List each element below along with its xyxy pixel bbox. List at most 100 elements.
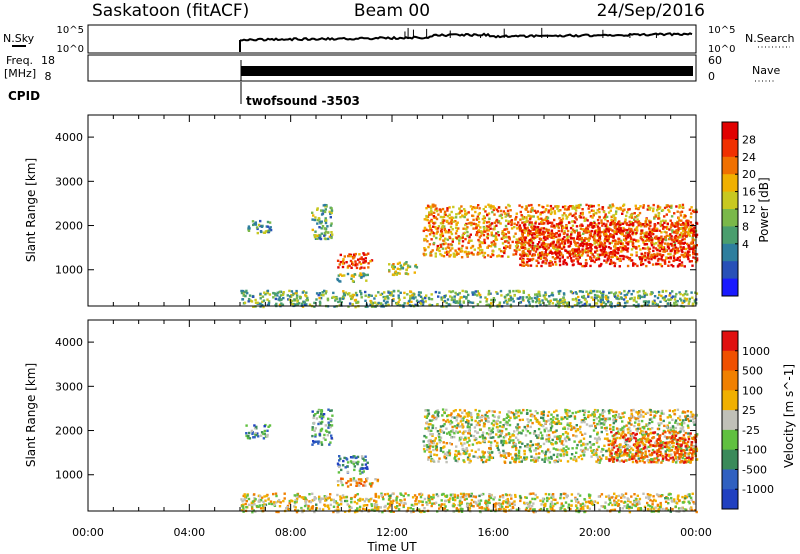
velocity-echo-cell <box>645 496 648 499</box>
power-echo-cell <box>600 221 603 224</box>
velocity-echo-cell <box>649 508 653 511</box>
power-echo-cell <box>439 243 442 247</box>
velocity-echo-cell <box>293 505 296 508</box>
velocity-echo-cell <box>660 409 664 413</box>
velocity-echo-cell <box>315 506 318 510</box>
power-echo-cell <box>609 223 612 227</box>
power-echo-cell <box>539 237 543 241</box>
power-echo-cell <box>510 221 513 224</box>
power-echo-cell <box>314 216 317 219</box>
power-echo-cell <box>626 250 629 253</box>
power-echo-cell <box>644 220 647 223</box>
velocity-echo-cell <box>451 430 455 434</box>
velocity-echo-cell <box>327 408 330 411</box>
power-echo-cell <box>373 297 376 300</box>
velocity-echo-cell <box>242 503 245 506</box>
power-echo-cell <box>682 229 685 232</box>
power-echo-cell <box>348 292 351 295</box>
power-echo-cell <box>327 237 330 241</box>
power-echo-cell <box>298 295 302 298</box>
power-echo-cell <box>575 292 578 295</box>
power-echo-cell <box>370 294 373 297</box>
power-echo-cell <box>325 219 328 222</box>
power-echo-cell <box>490 241 493 244</box>
power-echo-cell <box>563 301 567 304</box>
power-echo-cell <box>597 305 600 308</box>
velocity-echo-cell <box>638 410 641 413</box>
power-echo-cell <box>468 240 471 243</box>
power-echo-cell <box>503 240 507 243</box>
power-echo-cell <box>654 213 657 217</box>
power-echo-cell <box>350 277 353 280</box>
power-echo-cell <box>574 209 578 212</box>
power-echo-cell <box>531 244 534 247</box>
power-echo-cell <box>290 290 294 293</box>
power-echo-cell <box>459 250 463 253</box>
power-echo-cell <box>575 206 579 209</box>
power-echo-cell <box>517 289 520 293</box>
power-echo-cell <box>683 292 686 296</box>
power-echo-cell <box>354 252 357 256</box>
power-echo-cell <box>523 226 526 229</box>
velocity-echo-cell <box>414 500 417 503</box>
velocity-echo-cell <box>357 478 361 481</box>
power-echo-cell <box>669 292 672 295</box>
power-echo-cell <box>587 230 590 233</box>
power-echo-cell <box>688 300 691 303</box>
power-echo-cell <box>531 209 534 212</box>
power-echo-cell <box>629 229 632 232</box>
power-echo-cell <box>678 219 681 222</box>
velocity-echo-cell <box>410 510 413 514</box>
power-echo-cell <box>648 233 651 237</box>
velocity-echo-cell <box>445 442 448 445</box>
power-colorbar-segment <box>722 174 738 193</box>
power-echo-cell <box>683 297 687 300</box>
power-echo-cell <box>691 209 695 212</box>
velocity-echo-cell <box>446 509 449 512</box>
power-echo-cell <box>656 296 660 300</box>
power-echo-cell <box>362 258 365 261</box>
velocity-echo-cell <box>258 495 262 498</box>
power-echo-cell <box>610 206 613 209</box>
velocity-echo-cell <box>478 494 481 498</box>
power-echo-cell <box>565 263 569 266</box>
power-echo-cell <box>488 224 491 227</box>
power-echo-cell <box>505 219 508 222</box>
power-echo-cell <box>516 243 519 246</box>
velocity-echo-cell <box>369 498 372 501</box>
power-echo-cell <box>558 222 561 225</box>
velocity-echo-cell <box>368 500 371 503</box>
power-echo-cell <box>515 238 518 241</box>
power-echo-cell <box>655 253 658 257</box>
power-echo-cell <box>529 239 532 242</box>
nave-tick-bottom: 0 <box>708 70 715 83</box>
power-echo-cell <box>577 258 580 261</box>
power-echo-cell <box>438 208 441 211</box>
power-echo-cell <box>600 303 603 306</box>
velocity-echo-cell <box>561 504 565 508</box>
velocity-echo-cell <box>518 508 521 511</box>
power-echo-cell <box>450 298 453 302</box>
velocity-echo-cell <box>424 427 427 430</box>
velocity-echo-cell <box>566 432 570 435</box>
power-echo-cell <box>493 234 497 237</box>
velocity-echo-cell <box>647 495 650 498</box>
power-echo-cell <box>668 260 671 264</box>
velocity-echo-cell <box>601 454 605 457</box>
power-echo-cell <box>435 303 439 307</box>
power-echo-cell <box>346 272 350 276</box>
power-echo-cell <box>383 291 386 294</box>
power-echo-cell <box>597 299 600 302</box>
velocity-echo-cell <box>366 461 369 464</box>
power-echo-cell <box>528 258 532 261</box>
power-echo-cell <box>548 251 551 254</box>
power-echo-cell <box>579 212 583 215</box>
power-echo-cell <box>548 243 552 246</box>
power-echo-cell <box>623 294 626 297</box>
velocity-echo-cell <box>484 460 488 463</box>
power-echo-cell <box>382 299 386 302</box>
velocity-echo-cell <box>519 499 522 503</box>
velocity-echo-cell <box>588 496 591 499</box>
power-echo-cell <box>315 298 318 301</box>
power-echo-cell <box>643 232 646 235</box>
